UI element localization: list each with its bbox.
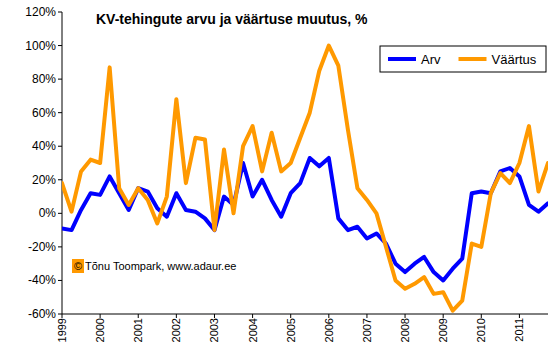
x-tick-label: 1999 [56,318,68,342]
legend-label: Arv [421,52,441,67]
annotation: © Tõnu Toompark, www.adaur.ee [74,260,236,272]
x-tick-label: 2003 [208,318,220,342]
legend-label: Väärtus [492,52,537,67]
y-tick [58,213,62,214]
x-tick [100,314,101,318]
x-tick-label: 2000 [94,318,106,342]
y-tick-label: -60% [28,307,56,321]
y-tick [58,146,62,147]
x-tick [62,314,63,318]
x-tick-label: 2005 [285,318,297,342]
y-tick-label: 80% [32,72,56,86]
x-tick-label: 2006 [323,318,335,342]
y-tick-label: 60% [32,106,56,120]
x-tick [138,314,139,318]
x-axis [62,314,548,315]
y-tick-label: 0% [39,206,57,220]
title: KV-tehingute arvu ja väärtuse muutus, % [96,11,368,27]
plot-area [62,46,548,311]
y-tick [58,179,62,180]
y-tick-label: -20% [28,240,56,254]
x-tick-label: 2007 [361,318,373,342]
x-tick [214,314,215,318]
series-line [62,158,548,280]
x-tick-label: 2002 [170,318,182,342]
series-line [62,46,548,311]
legend-swatch [459,57,487,61]
y-tick [58,280,62,281]
y-tick [58,112,62,113]
x-tick [252,314,253,318]
x-tick-label: 2010 [475,318,487,342]
x-tick [290,314,291,318]
y-tick-label: 120% [25,5,56,19]
x-tick-label: 2011 [513,318,525,342]
legend-swatch [388,57,416,61]
x-tick [519,314,520,318]
x-tick [328,314,329,318]
y-tick [58,246,62,247]
y-tick-label: -40% [28,273,56,287]
x-tick-label: 2004 [247,318,259,342]
y-tick [58,79,62,80]
y-tick [58,45,62,46]
x-tick [405,314,406,318]
x-tick [481,314,482,318]
y-tick-label: 20% [32,173,56,187]
y-axis [62,12,63,314]
x-tick-label: 2001 [132,318,144,342]
legend [380,46,546,72]
y-tick [58,314,62,315]
x-tick-label: 2008 [399,318,411,342]
y-tick-label: 40% [32,139,56,153]
x-tick-label: 2009 [437,318,449,342]
x-tick [176,314,177,318]
y-tick-label: 100% [25,39,56,53]
x-tick [366,314,367,318]
chart: -60% -40% -20% 0% 20% 40% 60% 80% 100% 120% 1999 20… [0,0,560,342]
y-tick [58,12,62,13]
x-tick [443,314,444,318]
